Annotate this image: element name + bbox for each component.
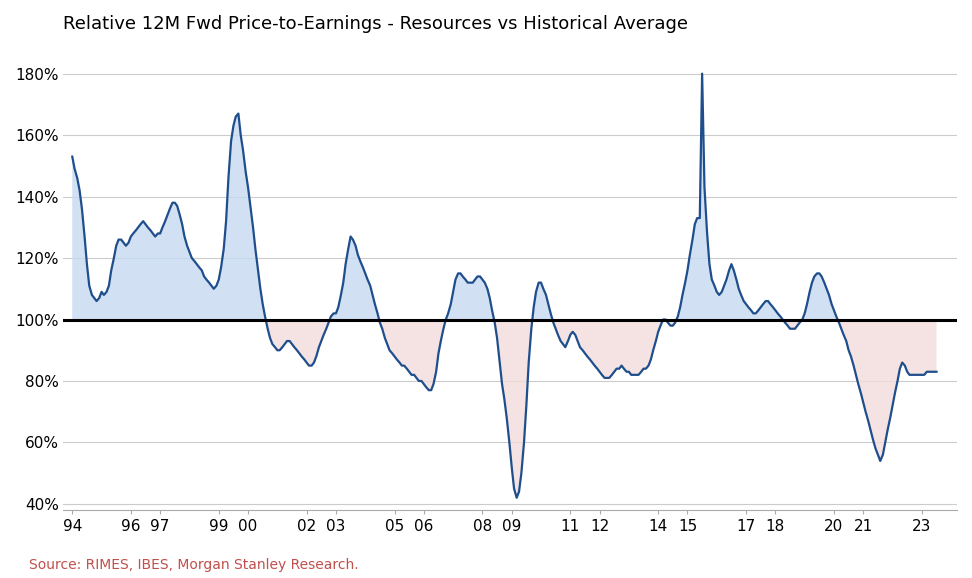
Text: Relative 12M Fwd Price-to-Earnings - Resources vs Historical Average: Relative 12M Fwd Price-to-Earnings - Res… — [63, 15, 688, 33]
Text: Source: RIMES, IBES, Morgan Stanley Research.: Source: RIMES, IBES, Morgan Stanley Rese… — [29, 558, 359, 572]
